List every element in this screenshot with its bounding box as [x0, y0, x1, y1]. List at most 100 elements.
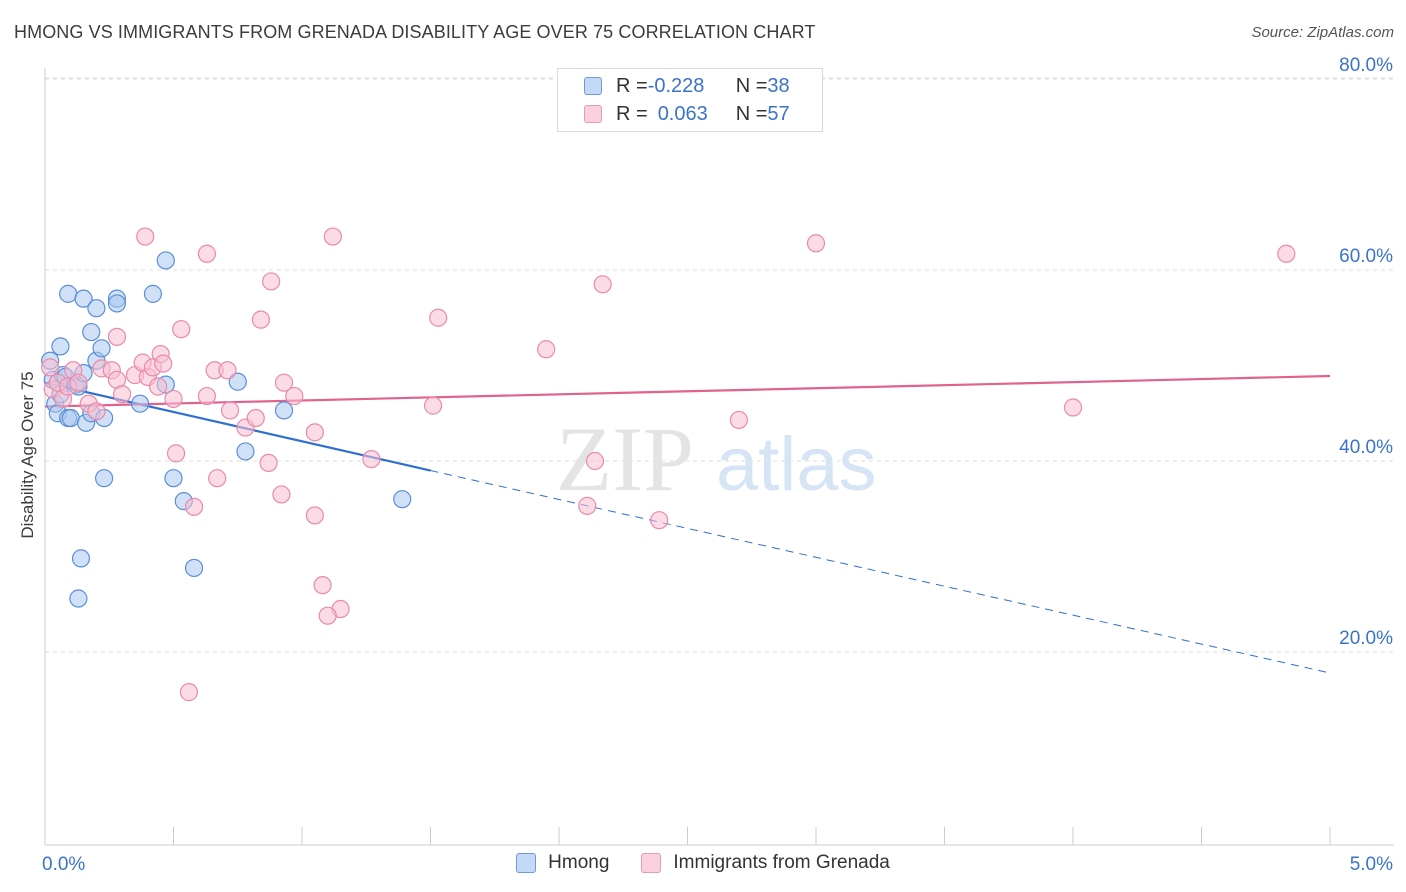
grenada-point-15	[148, 377, 168, 396]
grenada-point-28	[246, 408, 265, 428]
hmong-point-20	[82, 322, 101, 342]
grenada-r-value: 0.063	[657, 102, 708, 125]
grenada-point-53	[1063, 398, 1083, 417]
legend-row-grenada: R = 0.063 N = 57	[584, 101, 790, 127]
grenada-point-58	[179, 683, 199, 702]
grenada-point-57	[318, 606, 337, 625]
grenada-n-value: 57	[767, 102, 790, 125]
grenada-point-38	[184, 497, 204, 516]
hmong-r-label: R =	[616, 74, 648, 97]
grenada-point-48	[585, 451, 605, 471]
chart-title: HMONG VS IMMIGRANTS FROM GRENADA DISABIL…	[14, 22, 816, 42]
hmong-point-24	[143, 284, 163, 303]
hmong-point-25	[156, 251, 175, 270]
legend-item-grenada[interactable]: Immigrants from Grenada	[641, 852, 890, 874]
grenada-point-35	[362, 449, 381, 469]
grenada-point-40	[305, 506, 324, 525]
hmong-legend-label: Hmong	[548, 852, 610, 873]
grenada-point-20	[164, 389, 183, 409]
hmong-point-19	[87, 299, 106, 318]
grenada-legend-label: Immigrants from Grenada	[673, 852, 890, 873]
hmong-point-29	[274, 401, 294, 420]
hmong-point-17	[59, 284, 78, 303]
grenada-point-51	[729, 410, 749, 430]
hmong-point-18	[74, 289, 93, 308]
hmong-n-label: N =	[735, 74, 768, 97]
y-tick-label-80: 80.0%	[1339, 55, 1393, 76]
y-tick-label-20: 20.0%	[1339, 628, 1393, 649]
hmong-point-32	[164, 469, 183, 488]
grenada-point-46	[537, 340, 556, 359]
grenada-point-8	[87, 402, 106, 421]
tick-labels: 20.0% 40.0% 60.0% 80.0% 0.0% 5.0%	[42, 55, 1393, 875]
hmong-n-value: 38	[767, 74, 790, 97]
grid-lines	[45, 77, 1394, 653]
y-axis-label: Disability Age Over 75	[18, 371, 37, 539]
grenada-point-32	[285, 386, 304, 406]
grenada-point-19	[154, 354, 173, 373]
hmong-point-28	[228, 372, 247, 391]
grenada-point-42	[136, 227, 155, 246]
series-legend: Hmong Immigrants from Grenada	[0, 852, 1406, 874]
grenada-point-29	[251, 310, 270, 329]
correlation-legend: R = -0.228 N = 38 R = 0.063 N = 57	[557, 68, 823, 132]
legend-item-hmong[interactable]: Hmong	[516, 852, 609, 874]
hmong-swatch	[584, 77, 602, 95]
y-tick-label-40: 40.0%	[1339, 437, 1393, 458]
grenada-point-37	[208, 469, 227, 488]
grenada-point-31	[274, 373, 294, 392]
x-tick-label-end: 5.0%	[1350, 854, 1393, 875]
hmong-point-31	[95, 469, 114, 488]
hmong-legend-swatch	[516, 853, 537, 873]
grenada-point-12	[112, 385, 132, 404]
grenada-point-44	[429, 308, 448, 327]
grenada-point-54	[1277, 244, 1296, 263]
grenada-point-30	[262, 272, 281, 291]
grenada-legend-swatch	[641, 853, 662, 873]
y-tick-label-60: 60.0%	[1339, 246, 1393, 267]
hmong-point-35	[71, 549, 91, 568]
grenada-point-33	[305, 423, 324, 442]
grenada-n-label: N =	[735, 102, 768, 125]
grenada-point-41	[166, 444, 186, 463]
grenada-point-47	[593, 275, 612, 294]
grenada-point-21	[107, 327, 127, 346]
grenada-trend-line	[44, 374, 1331, 408]
watermark-zip: ZIP	[556, 408, 694, 510]
hmong-point-26	[130, 394, 150, 413]
hmong-point-34	[393, 490, 412, 509]
grenada-point-26	[220, 401, 240, 420]
hmong-point-23	[107, 294, 127, 313]
grenada-point-23	[197, 386, 217, 406]
hmong-point-8	[61, 408, 80, 428]
hmong-point-30	[236, 442, 255, 461]
grenada-swatch	[584, 105, 602, 123]
watermark-atlas: atlas	[716, 422, 877, 507]
data-points	[41, 227, 1296, 702]
hmong-point-37	[69, 589, 88, 608]
grenada-point-22	[172, 320, 191, 339]
grenada-point-50	[650, 511, 669, 530]
watermark: ZIP atlas	[556, 408, 877, 510]
legend-row-hmong: R = -0.228 N = 38	[584, 73, 790, 99]
grenada-point-43	[197, 244, 217, 263]
grenada-point-49	[578, 496, 597, 515]
hmong-r-value: -0.228	[647, 74, 705, 97]
axes	[44, 68, 1394, 846]
grenada-point-25	[218, 361, 237, 380]
grenada-point-6	[69, 373, 88, 392]
source-label: Source: ZipAtlas.com	[1251, 24, 1394, 41]
hmong-point-36	[184, 558, 204, 578]
grenada-r-label: R =	[616, 102, 648, 125]
grenada-point-39	[272, 485, 291, 504]
grenada-point-0	[41, 358, 60, 377]
x-tick-label-start: 0.0%	[42, 854, 85, 875]
hmong-point-21	[92, 339, 111, 358]
hmong-point-16	[51, 337, 70, 356]
grenada-point-36	[259, 453, 278, 473]
grenada-point-45	[423, 396, 443, 415]
grenada-point-52	[806, 234, 826, 253]
grenada-point-34	[323, 227, 342, 246]
grenada-point-55	[313, 576, 332, 595]
